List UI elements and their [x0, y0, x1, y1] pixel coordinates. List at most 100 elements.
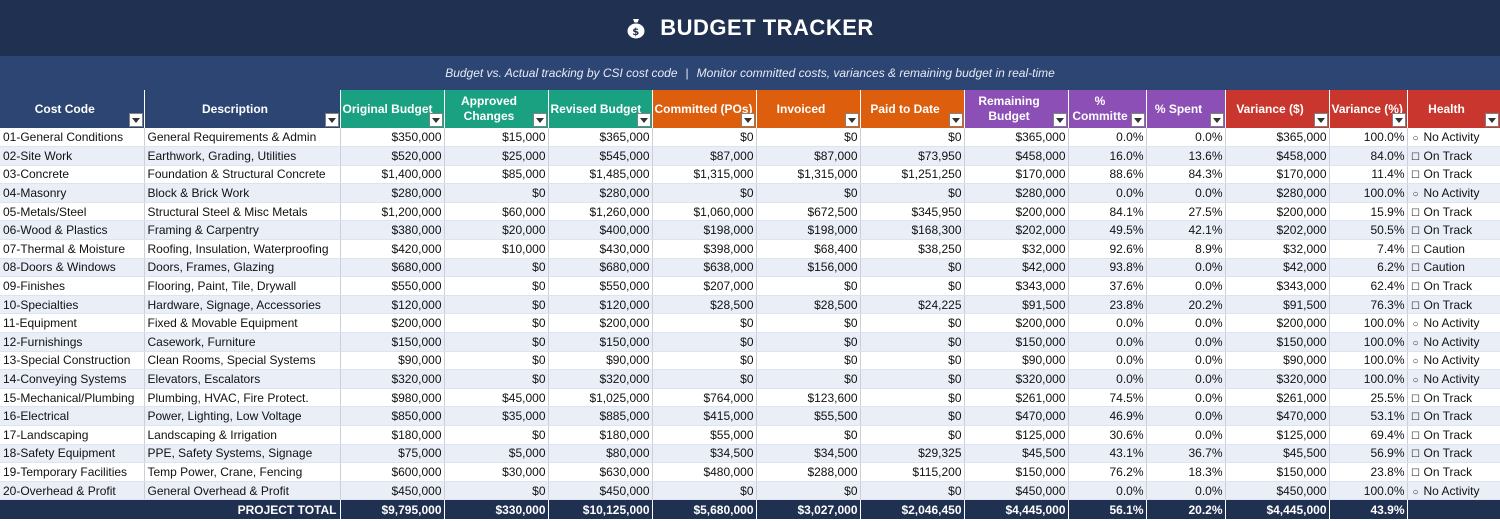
approved-changes-cell[interactable]: $0 — [444, 295, 549, 315]
original-budget-cell[interactable]: $90,000 — [340, 351, 445, 371]
pct-committed-cell[interactable]: 0.0% — [1068, 351, 1147, 371]
original-budget-cell[interactable]: $1,400,000 — [340, 165, 445, 185]
variance-dollars-cell[interactable]: $42,000 — [1225, 258, 1330, 278]
variance-dollars-cell[interactable]: $45,500 — [1225, 444, 1330, 464]
paid-to-date-cell[interactable]: $0 — [860, 481, 965, 501]
pct-spent-cell[interactable]: 0.0% — [1146, 406, 1226, 426]
variance-pct-cell[interactable]: 7.4% — [1329, 239, 1408, 259]
invoiced-cell[interactable]: $156,000 — [756, 258, 861, 278]
health-cell[interactable]: ☐ On Track — [1407, 202, 1500, 222]
variance-dollars-cell[interactable]: $32,000 — [1225, 239, 1330, 259]
variance-pct-cell[interactable]: 100.0% — [1329, 369, 1408, 389]
health-cell[interactable]: ☐ On Track — [1407, 295, 1500, 315]
revised-budget-cell[interactable]: $365,000 — [548, 128, 653, 148]
cost-code-cell[interactable]: 17-Landscaping — [0, 425, 145, 445]
invoiced-cell[interactable]: $0 — [756, 276, 861, 296]
total-committed-cell[interactable]: $5,680,000 — [652, 499, 757, 519]
original-budget-cell[interactable]: $600,000 — [340, 462, 445, 482]
filter-dropdown-icon[interactable] — [844, 113, 859, 127]
paid-to-date-cell[interactable]: $29,325 — [860, 444, 965, 464]
original-budget-cell[interactable]: $120,000 — [340, 295, 445, 315]
variance-pct-cell[interactable]: 100.0% — [1329, 128, 1408, 148]
paid-to-date-cell[interactable]: $1,251,250 — [860, 165, 965, 185]
revised-budget-cell[interactable]: $90,000 — [548, 351, 653, 371]
original-budget-cell[interactable]: $980,000 — [340, 388, 445, 408]
cost-code-cell[interactable]: 02-Site Work — [0, 146, 145, 166]
original-budget-cell[interactable]: $350,000 — [340, 128, 445, 148]
pct-committed-cell[interactable]: 49.5% — [1068, 220, 1147, 241]
pct-committed-cell[interactable]: 23.8% — [1068, 295, 1147, 315]
paid-to-date-cell[interactable]: $38,250 — [860, 239, 965, 259]
variance-pct-cell[interactable]: 25.5% — [1329, 388, 1408, 408]
variance-dollars-cell[interactable]: $320,000 — [1225, 369, 1330, 389]
pct-spent-cell[interactable]: 0.0% — [1146, 351, 1226, 371]
invoiced-cell[interactable]: $0 — [756, 369, 861, 389]
description-cell[interactable]: Elevators, Escalators — [144, 369, 341, 389]
pct-committed-cell[interactable]: 74.5% — [1068, 388, 1147, 408]
variance-pct-cell[interactable]: 11.4% — [1329, 165, 1408, 185]
committed-cell[interactable]: $638,000 — [652, 258, 757, 278]
health-cell[interactable]: ○ No Activity — [1407, 369, 1500, 389]
paid-to-date-cell[interactable]: $0 — [860, 183, 965, 203]
pct-spent-cell[interactable]: 13.6% — [1146, 146, 1226, 166]
variance-dollars-cell[interactable]: $150,000 — [1225, 332, 1330, 352]
remaining-budget-cell[interactable]: $150,000 — [964, 462, 1069, 482]
invoiced-cell[interactable]: $34,500 — [756, 444, 861, 464]
pct-spent-cell[interactable]: 0.0% — [1146, 128, 1226, 148]
variance-pct-cell[interactable]: 23.8% — [1329, 462, 1408, 482]
cost-code-cell[interactable]: 12-Furnishings — [0, 332, 145, 352]
total-remaining-budget-cell[interactable]: $4,445,000 — [964, 499, 1069, 519]
variance-pct-cell[interactable]: 53.1% — [1329, 406, 1408, 426]
variance-dollars-cell[interactable]: $365,000 — [1225, 128, 1330, 148]
remaining-budget-cell[interactable]: $320,000 — [964, 369, 1069, 389]
paid-to-date-cell[interactable]: $168,300 — [860, 220, 965, 241]
pct-spent-cell[interactable]: 36.7% — [1146, 444, 1226, 464]
pct-spent-cell[interactable]: 84.3% — [1146, 165, 1226, 185]
total-invoiced-cell[interactable]: $3,027,000 — [756, 499, 861, 519]
paid-to-date-cell[interactable]: $345,950 — [860, 202, 965, 222]
cost-code-cell[interactable]: 07-Thermal & Moisture — [0, 239, 145, 259]
pct-committed-cell[interactable]: 0.0% — [1068, 332, 1147, 352]
original-budget-cell[interactable]: $850,000 — [340, 406, 445, 426]
variance-dollars-cell[interactable]: $343,000 — [1225, 276, 1330, 296]
pct-committed-cell[interactable]: 92.6% — [1068, 239, 1147, 259]
pct-spent-cell[interactable]: 20.2% — [1146, 295, 1226, 315]
invoiced-cell[interactable]: $288,000 — [756, 462, 861, 482]
committed-cell[interactable]: $1,060,000 — [652, 202, 757, 222]
revised-budget-cell[interactable]: $120,000 — [548, 295, 653, 315]
invoiced-cell[interactable]: $68,400 — [756, 239, 861, 259]
invoiced-cell[interactable]: $55,500 — [756, 406, 861, 426]
health-cell[interactable]: ☐ On Track — [1407, 276, 1500, 296]
revised-budget-cell[interactable]: $430,000 — [548, 239, 653, 259]
variance-pct-cell[interactable]: 100.0% — [1329, 183, 1408, 203]
approved-changes-cell[interactable]: $20,000 — [444, 220, 549, 241]
filter-dropdown-icon[interactable] — [1209, 113, 1224, 127]
paid-to-date-cell[interactable]: $0 — [860, 276, 965, 296]
committed-cell[interactable]: $398,000 — [652, 239, 757, 259]
filter-dropdown-icon[interactable] — [324, 113, 339, 127]
committed-cell[interactable]: $28,500 — [652, 295, 757, 315]
variance-dollars-cell[interactable]: $280,000 — [1225, 183, 1330, 203]
approved-changes-cell[interactable]: $0 — [444, 276, 549, 296]
description-cell[interactable]: General Overhead & Profit — [144, 481, 341, 501]
remaining-budget-cell[interactable]: $261,000 — [964, 388, 1069, 408]
invoiced-cell[interactable]: $0 — [756, 425, 861, 445]
original-budget-cell[interactable]: $550,000 — [340, 276, 445, 296]
description-cell[interactable]: Clean Rooms, Special Systems — [144, 351, 341, 371]
description-cell[interactable]: PPE, Safety Systems, Signage — [144, 444, 341, 464]
approved-changes-cell[interactable]: $0 — [444, 313, 549, 334]
description-cell[interactable]: Foundation & Structural Concrete — [144, 165, 341, 185]
invoiced-cell[interactable]: $0 — [756, 332, 861, 352]
invoiced-cell[interactable]: $87,000 — [756, 146, 861, 166]
revised-budget-cell[interactable]: $1,260,000 — [548, 202, 653, 222]
variance-pct-cell[interactable]: 100.0% — [1329, 481, 1408, 501]
description-cell[interactable]: Plumbing, HVAC, Fire Protect. — [144, 388, 341, 408]
description-cell[interactable]: Temp Power, Crane, Fencing — [144, 462, 341, 482]
revised-budget-cell[interactable]: $280,000 — [548, 183, 653, 203]
health-cell[interactable]: ☐ On Track — [1407, 444, 1500, 464]
original-budget-cell[interactable]: $75,000 — [340, 444, 445, 464]
committed-cell[interactable]: $0 — [652, 351, 757, 371]
pct-committed-cell[interactable]: 37.6% — [1068, 276, 1147, 296]
committed-cell[interactable]: $0 — [652, 332, 757, 352]
remaining-budget-cell[interactable]: $170,000 — [964, 165, 1069, 185]
